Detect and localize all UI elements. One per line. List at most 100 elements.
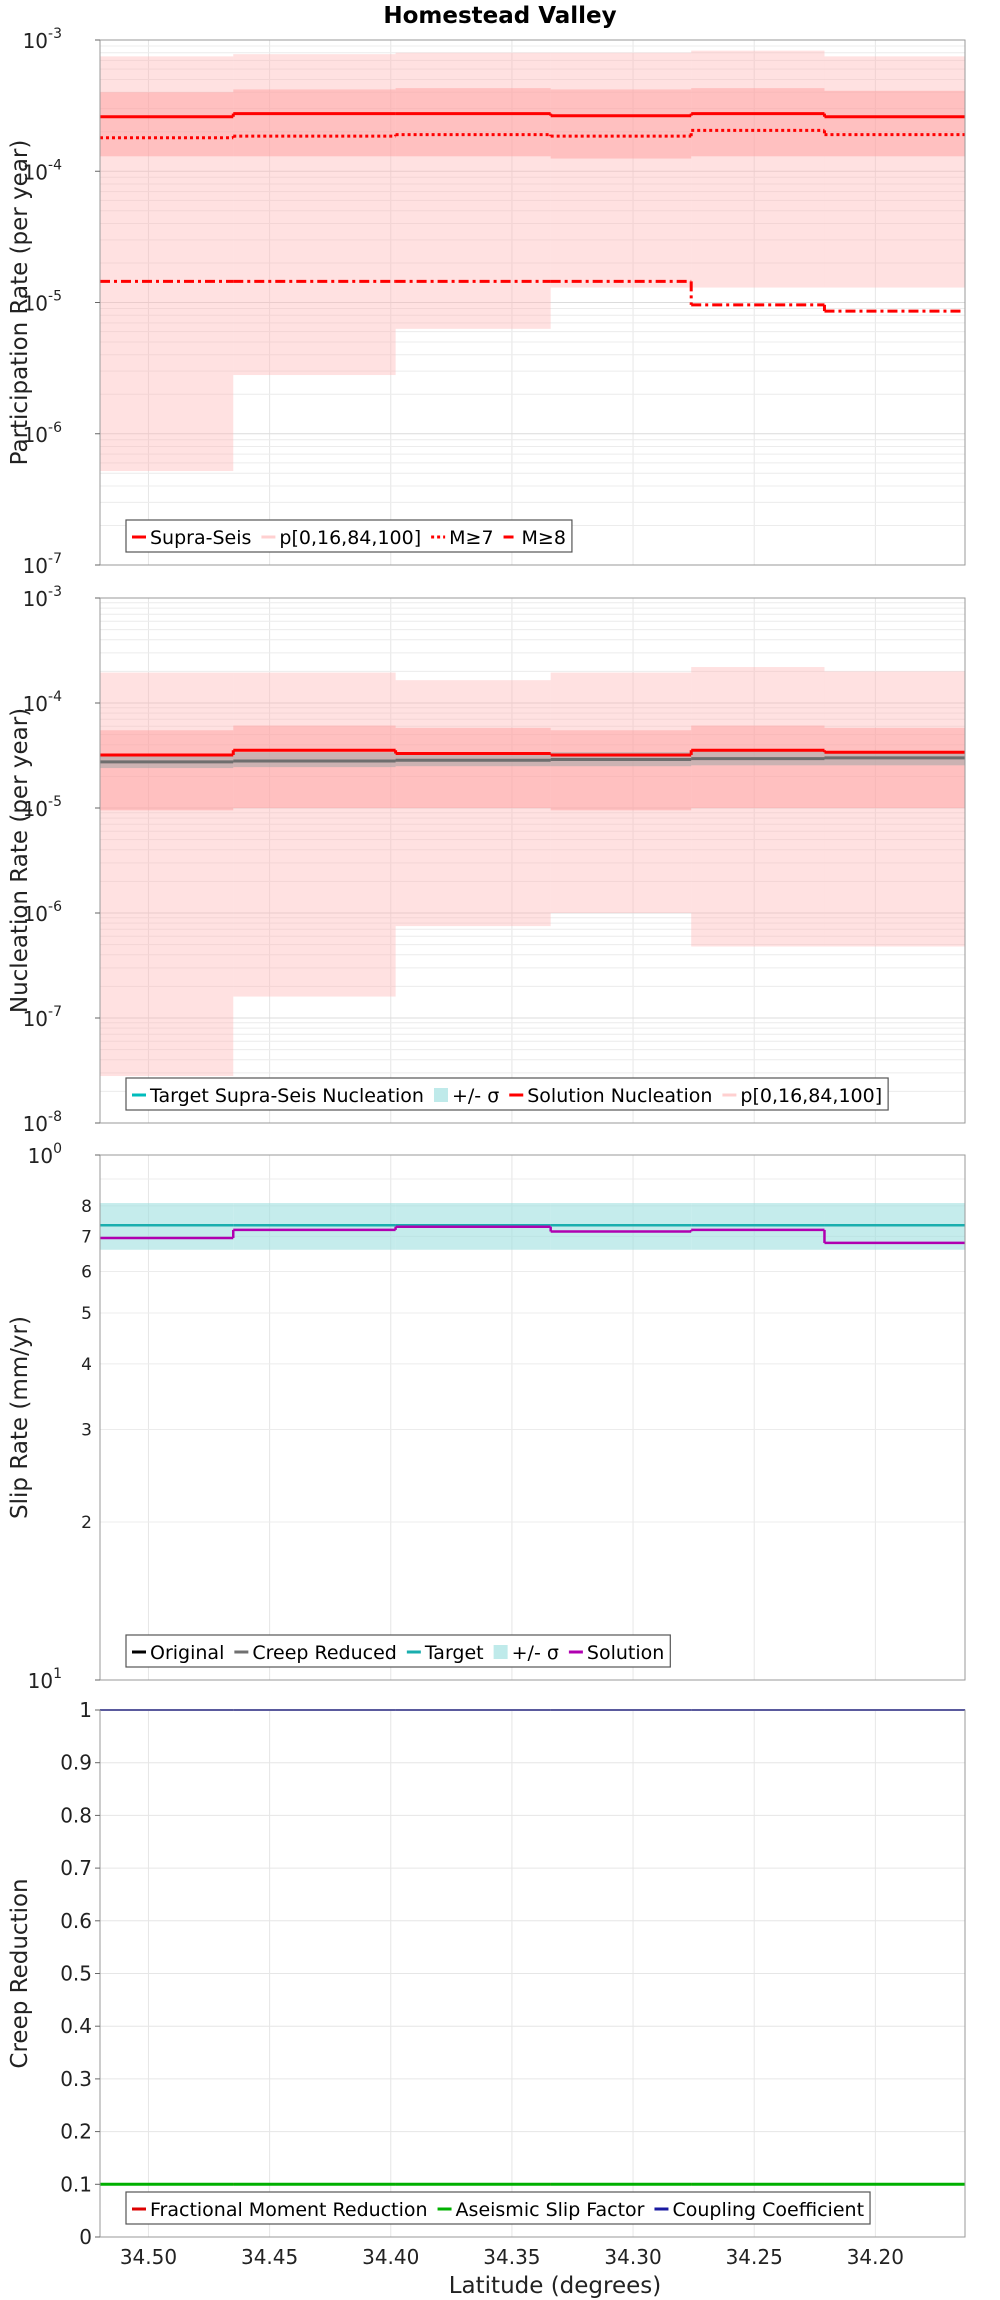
band-segment: [550, 672, 692, 913]
series-3: [100, 279, 965, 313]
plot-frame: [99, 1154, 966, 1681]
y-tick-label: 0.7: [60, 1856, 92, 1880]
legend-item: M≥7: [431, 527, 494, 549]
y-tick-label: 10-4: [23, 689, 63, 716]
band-segment: [824, 727, 965, 808]
legend-label: Target Supra-Seis Nucleation: [149, 1085, 424, 1107]
y-tick-label: 0.1: [60, 2172, 92, 2196]
band-segment: [100, 730, 234, 811]
x-tick-label: 34.40: [362, 2245, 419, 2269]
x-tick-labels: 34.50 34.45 34.40 34.35 34.30 34.25 34.20: [120, 2245, 904, 2269]
x-tick-label: 34.30: [604, 2245, 661, 2269]
y-tick-base: 10: [28, 1144, 53, 1168]
legend-box: [125, 519, 573, 553]
legend-label: Coupling Coefficient: [672, 2199, 864, 2221]
y-tick-base: 10: [23, 160, 48, 184]
y-minor-tick-label: 4: [81, 1355, 92, 1375]
x-tick-label: 34.25: [726, 2245, 783, 2269]
y-tick-label: 0.6: [60, 1909, 92, 1933]
legend-box: [125, 1077, 889, 1111]
band-segment: [100, 672, 234, 1077]
series-2: [100, 1225, 965, 1245]
y-minor-tick-label: 3: [81, 1421, 92, 1441]
band-segment: [824, 90, 965, 157]
y-tick-label: 10-6: [23, 899, 63, 926]
legend-item: Target: [406, 1642, 484, 1664]
y-tick-exponent: -4: [48, 157, 62, 173]
legend-item: Target Supra-Seis Nucleation: [132, 1085, 424, 1107]
y-tick-label: 0.9: [60, 1751, 92, 1775]
y-tick-label: 10-4: [23, 157, 63, 184]
y-tick-base: 10: [23, 587, 48, 611]
band-segment: [100, 92, 234, 157]
y-tick-label: 10-3: [23, 584, 62, 611]
y-minor-tick-label: 6: [81, 1262, 92, 1282]
band-2: [100, 725, 965, 811]
y-tick-exponent: -5: [48, 794, 62, 810]
y-tick-label: 0: [79, 2225, 92, 2249]
y-tick-base: 10: [23, 1112, 48, 1136]
legend-item: +/- σ: [433, 1085, 499, 1107]
legend-label: M≥7: [449, 527, 493, 549]
y-tick-labels: 1 0.9 0.8 0.7 0.6 0.5 0.4 0.3 0.2 0.1 0: [60, 1698, 100, 2249]
y-tick-exponent: 0: [53, 1141, 62, 1157]
band-1: [100, 50, 965, 472]
y-tick-exponent: -7: [48, 551, 62, 567]
band-segment: [824, 56, 965, 288]
legend-label: +/- σ: [512, 1642, 559, 1664]
x-axis-label: Latitude (degrees): [449, 2273, 662, 2299]
legend-item: Coupling Coefficient: [654, 2199, 864, 2221]
y-tick-base: 10: [23, 554, 48, 578]
legend-label: Aseismic Slip Factor: [456, 2199, 645, 2221]
x-tick-label: 34.50: [120, 2245, 177, 2269]
band-segment: [550, 730, 692, 811]
y-tick-exponent: -4: [48, 689, 62, 705]
y-tick-label: 0.2: [60, 2120, 92, 2144]
y-tick-base: 10: [23, 29, 48, 53]
band-segment: [550, 52, 692, 288]
y-tick-label: 101: [28, 1666, 62, 1693]
band-1: [100, 667, 965, 1077]
legend-item: Aseismic Slip Factor: [437, 2199, 645, 2221]
series-1: [100, 756, 965, 764]
y-minor-tick-label: 2: [81, 1513, 92, 1533]
y-tick-exponent: -7: [48, 1004, 62, 1020]
band-segment: [691, 88, 825, 157]
legend-swatch: [493, 1645, 508, 1659]
band-segment: [691, 50, 825, 288]
band-segment: [395, 727, 551, 808]
y-tick-label: 10-6: [23, 420, 63, 447]
band-2: [100, 88, 965, 159]
y-tick-base: 10: [23, 1007, 48, 1031]
legend: Supra-Seis p[0,16,84,100] M≥7 M≥8: [125, 519, 573, 553]
y-tick-label: 0.5: [60, 1962, 92, 1986]
y-axis-label: Participation Rate (per year): [7, 140, 33, 466]
y-minor-tick-label: 5: [81, 1304, 92, 1324]
series-2: [100, 128, 965, 140]
legend-label: Fractional Moment Reduction: [150, 2199, 428, 2221]
y-tick-label: 10-7: [23, 551, 62, 578]
y-tick-base: 10: [28, 1669, 53, 1693]
legend-item: Supra-Seis: [132, 527, 251, 549]
legend-item: Original: [132, 1642, 224, 1664]
y-tick-exponent: -3: [48, 584, 62, 600]
y-minor-tick-label: 7: [81, 1227, 92, 1247]
band-segment: [824, 671, 965, 947]
legend-swatch: [433, 1088, 448, 1102]
y-tick-exponent: -6: [48, 899, 62, 915]
y-tick-label: 1: [79, 1698, 92, 1722]
band-segment: [395, 680, 551, 927]
x-tick-label: 34.20: [847, 2245, 904, 2269]
y-tick-exponent: -8: [48, 1109, 62, 1125]
legend-label: p[0,16,84,100]: [279, 527, 421, 549]
y-axis-label: Nucleation Rate (per year): [7, 708, 33, 1013]
y-tick-label: 10-5: [23, 289, 62, 316]
legend-label: M≥8: [522, 527, 566, 549]
legend: Target Supra-Seis Nucleation +/- σ Solutio…: [125, 1077, 889, 1111]
legend-label: Original: [150, 1642, 224, 1664]
legend-box: [125, 2191, 871, 2225]
legend-item: p[0,16,84,100]: [261, 527, 421, 549]
